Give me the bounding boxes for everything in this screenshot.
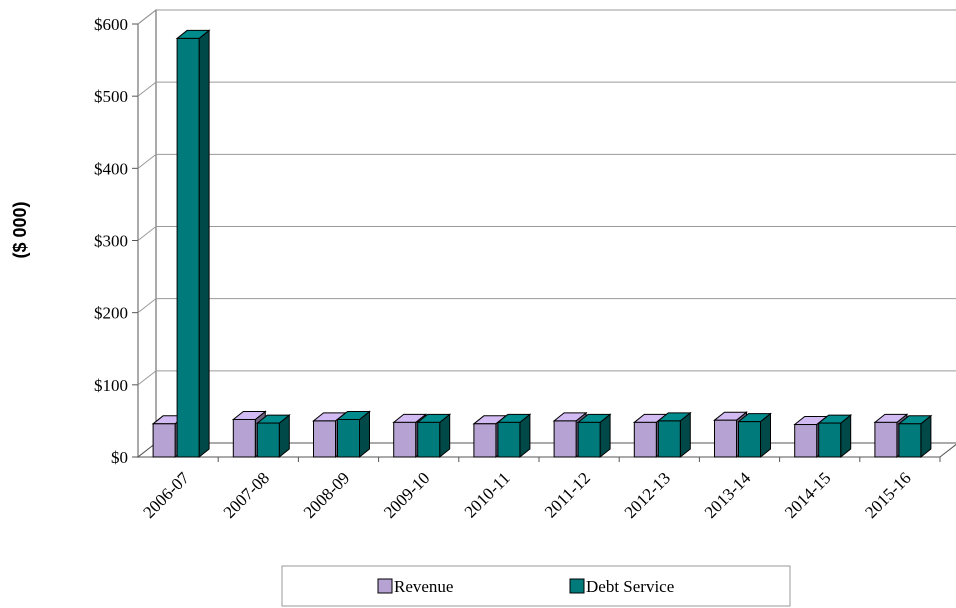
bar-front xyxy=(577,421,601,458)
bar-front xyxy=(738,421,761,458)
legend-label: Debt Service xyxy=(586,577,674,596)
bar-front xyxy=(874,421,898,458)
plot-walls xyxy=(136,8,956,459)
x-tick-label: 2008-09 xyxy=(300,468,354,522)
bar-front xyxy=(794,424,818,458)
gridline-side xyxy=(137,298,157,314)
y-tick-label: $600 xyxy=(94,15,128,34)
x-tick-label: 2010-11 xyxy=(461,468,514,521)
bar-debt-service-2010-11 xyxy=(496,413,532,459)
legend: Revenue Debt Service xyxy=(281,565,791,607)
bar-front xyxy=(633,421,657,458)
x-tick-labels: 2006-07 2007-08 2008-09 2009-10 2010-11 2011-… xyxy=(139,457,941,522)
x-tick-label: 2013-14 xyxy=(701,468,755,522)
bar-front xyxy=(898,423,922,458)
y-tick-label: $200 xyxy=(94,304,128,323)
bar-front xyxy=(473,423,497,458)
gridline-side xyxy=(137,9,157,25)
bars xyxy=(151,29,933,459)
bar-debt-service-2007-08 xyxy=(255,414,291,459)
bar-side xyxy=(198,29,210,459)
legend-swatch xyxy=(569,578,585,594)
y-tick-label: $400 xyxy=(94,159,128,178)
y-axis-label: ($ 000) xyxy=(10,201,30,258)
bar-debt-service-2014-15 xyxy=(817,414,853,459)
bar-front xyxy=(256,422,280,458)
bar-front xyxy=(313,420,336,458)
gridline-side xyxy=(137,81,157,97)
bar-front xyxy=(232,418,256,458)
gridline-side xyxy=(137,370,157,386)
bar-debt-service-2012-13 xyxy=(656,411,692,459)
bar-front xyxy=(497,421,521,458)
y-tick-label: $300 xyxy=(94,232,128,251)
gridline-side xyxy=(137,226,157,241)
x-tick-label: 2012-13 xyxy=(621,468,675,522)
bar-debt-service-2009-10 xyxy=(416,413,452,459)
bar-front xyxy=(818,422,842,458)
bar-front xyxy=(337,418,360,458)
bar-front xyxy=(553,420,577,458)
legend-box xyxy=(281,565,791,607)
bar-front xyxy=(176,37,200,458)
y-tick-label: $100 xyxy=(94,376,128,395)
y-tick-label: $0 xyxy=(111,448,128,467)
bar-debt-service-2008-09 xyxy=(336,410,371,459)
y-tick-labels: $0 $100 $200 $300 $400 $500 $600 xyxy=(94,15,128,467)
legend-label: Revenue xyxy=(394,577,453,596)
gridline-side xyxy=(137,153,157,169)
x-tick-label: 2009-10 xyxy=(380,468,434,522)
bar-debt-service-2011-12 xyxy=(576,413,612,459)
bar-front xyxy=(657,420,681,458)
x-tick-label: 2006-07 xyxy=(139,468,193,522)
bar-front xyxy=(152,423,176,458)
legend-item-debt-service: Debt Service xyxy=(569,577,674,596)
x-tick-label: 2015-16 xyxy=(861,468,915,522)
x-tick-label: 2007-08 xyxy=(220,468,274,522)
x-tick-label: 2014-15 xyxy=(781,468,835,522)
bar-debt-service-2013-14 xyxy=(737,412,772,459)
y-tick-label: $500 xyxy=(94,87,128,106)
legend-swatch xyxy=(377,578,393,594)
bar-front xyxy=(417,421,441,458)
legend-item-revenue: Revenue xyxy=(377,577,453,596)
bar-front xyxy=(714,419,737,458)
bar-debt-service-2006-07 xyxy=(175,29,211,459)
gridlines xyxy=(132,9,956,458)
bar-front xyxy=(393,421,417,458)
x-tick-label: 2011-12 xyxy=(541,468,594,521)
bar-debt-service-2015-16 xyxy=(897,414,933,459)
